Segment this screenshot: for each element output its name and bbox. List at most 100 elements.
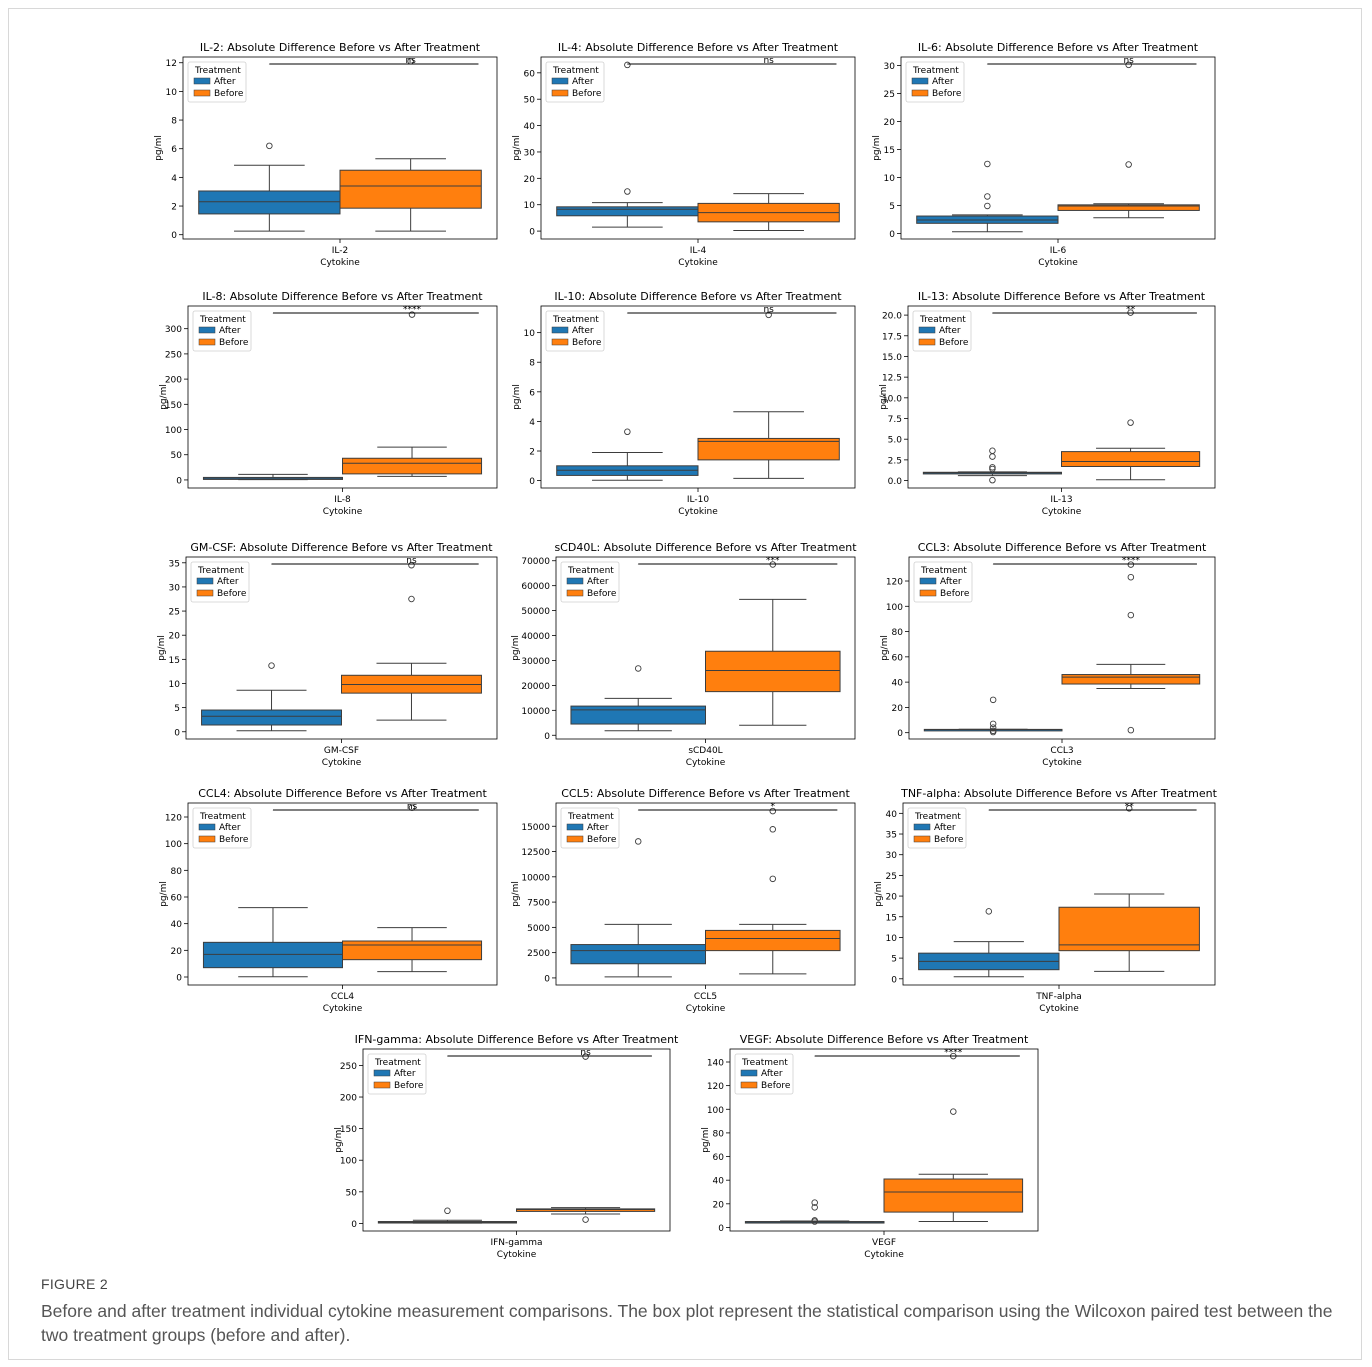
x-axis-label: Cytokine	[1042, 507, 1082, 517]
y-tick-label: 0	[529, 228, 535, 238]
legend-label-after: After	[394, 1069, 416, 1079]
legend-swatch-before	[566, 835, 584, 843]
legend-label-before: Before	[572, 338, 602, 348]
y-tick-label: 60	[171, 894, 183, 904]
legend-swatch-before	[551, 338, 569, 346]
chart-panel: IL-8: Absolute Difference Before vs Afte…	[159, 290, 498, 517]
y-tick-label: 40	[892, 679, 904, 689]
outlier-point	[624, 428, 631, 436]
y-axis-label: pg/ml	[511, 881, 521, 907]
outlier-point	[769, 875, 777, 883]
legend-swatch-before	[373, 1081, 391, 1089]
outlier-point	[582, 1216, 589, 1223]
chart-title: IL-2: Absolute Difference Before vs Afte…	[200, 41, 481, 54]
box-iqr	[202, 941, 343, 969]
significance-label: ns	[1123, 56, 1134, 66]
legend-label-after: After	[217, 577, 239, 587]
y-tick-label: 25	[169, 608, 180, 618]
box-iqr	[1061, 451, 1201, 467]
y-tick-label: 100	[165, 426, 182, 436]
y-tick-label: 80	[713, 1129, 725, 1139]
legend-label-before: Before	[214, 89, 244, 99]
box-after	[922, 447, 1062, 484]
y-tick-label: 0	[176, 974, 182, 984]
x-tick-label: GM-CSF	[324, 746, 359, 756]
y-tick-label: 150	[165, 401, 182, 411]
outlier-point	[1125, 805, 1133, 812]
legend-title: Treatment	[920, 566, 967, 576]
legend-swatch-after	[373, 1069, 391, 1077]
chart-title: IL-13: Absolute Difference Before vs Aft…	[918, 290, 1206, 303]
y-tick-label: 25	[884, 90, 895, 100]
legend-title: Treatment	[552, 66, 599, 76]
chart-title: CCL3: Absolute Difference Before vs Afte…	[918, 541, 1207, 554]
y-tick-label: 0	[544, 732, 550, 742]
y-tick-label: 4	[171, 174, 177, 184]
y-tick-label: 20.0	[882, 312, 902, 322]
y-tick-label: 250	[340, 1062, 357, 1072]
y-tick-label: 20	[713, 1200, 725, 1210]
chart-panel: IFN-gamma: Absolute Difference Before vs…	[334, 1033, 679, 1260]
y-tick-label: 12500	[521, 848, 550, 858]
outlier-point	[1127, 611, 1135, 619]
x-axis-label: Cytokine	[1042, 758, 1082, 768]
y-tick-label: 7.5	[888, 415, 902, 425]
y-tick-label: 40	[524, 122, 536, 132]
x-tick-label: IL-6	[1050, 246, 1067, 256]
box-iqr	[342, 457, 483, 475]
outlier-point	[989, 724, 997, 731]
significance-label: ns	[407, 802, 418, 812]
x-axis-label: Cytokine	[320, 258, 360, 268]
box-before	[342, 804, 483, 973]
legend-title: Treatment	[567, 566, 614, 576]
x-axis-label: Cytokine	[686, 1004, 726, 1014]
x-axis-label: Cytokine	[323, 1004, 363, 1014]
legend-label-after: After	[587, 577, 609, 587]
y-tick-label: 250	[165, 350, 182, 360]
legend-swatch-before	[198, 835, 216, 843]
box-after	[570, 665, 707, 732]
outlier-point	[268, 662, 275, 669]
legend-swatch-before	[193, 89, 211, 97]
y-tick-label: 10	[524, 201, 536, 211]
box-before	[705, 807, 841, 975]
legend-label-before: Before	[939, 338, 969, 348]
chart-panel: IL-6: Absolute Difference Before vs Afte…	[872, 41, 1216, 268]
outlier-point	[985, 908, 993, 915]
y-tick-label: 0	[171, 231, 177, 241]
box-after	[556, 61, 699, 228]
y-tick-label: 2.5	[888, 456, 902, 466]
legend-swatch-after	[913, 823, 931, 831]
outlier-point	[1127, 726, 1135, 734]
legend-swatch-after	[918, 326, 936, 334]
legend-title: Treatment	[741, 1058, 788, 1068]
y-tick-label: 10.0	[882, 394, 902, 404]
figure-panels: IL-2: Absolute Difference Before vs Afte…	[154, 41, 1218, 1260]
x-tick-label: CCL5	[694, 992, 717, 1002]
legend-swatch-after	[919, 577, 937, 585]
significance-label: ns	[580, 1048, 591, 1058]
y-tick-label: 0.0	[888, 477, 903, 487]
y-tick-label: 15.0	[882, 353, 902, 363]
legend-label-before: Before	[217, 589, 247, 599]
y-tick-label: 60	[892, 653, 904, 663]
x-tick-label: CCL3	[1050, 746, 1073, 756]
significance-label: *	[771, 802, 776, 812]
y-tick-label: 0	[176, 476, 182, 486]
legend-swatch-before	[911, 89, 929, 97]
y-tick-label: 12	[166, 59, 177, 69]
legend-label-after: After	[939, 326, 961, 336]
box-before	[1058, 805, 1200, 972]
legend-title: Treatment	[194, 66, 241, 76]
outlier-point	[408, 311, 416, 318]
box-after	[202, 907, 343, 978]
legend-title: Treatment	[567, 812, 614, 822]
y-tick-label: 6	[529, 388, 535, 398]
y-tick-label: 120	[707, 1082, 724, 1092]
y-tick-label: 10	[884, 174, 896, 184]
